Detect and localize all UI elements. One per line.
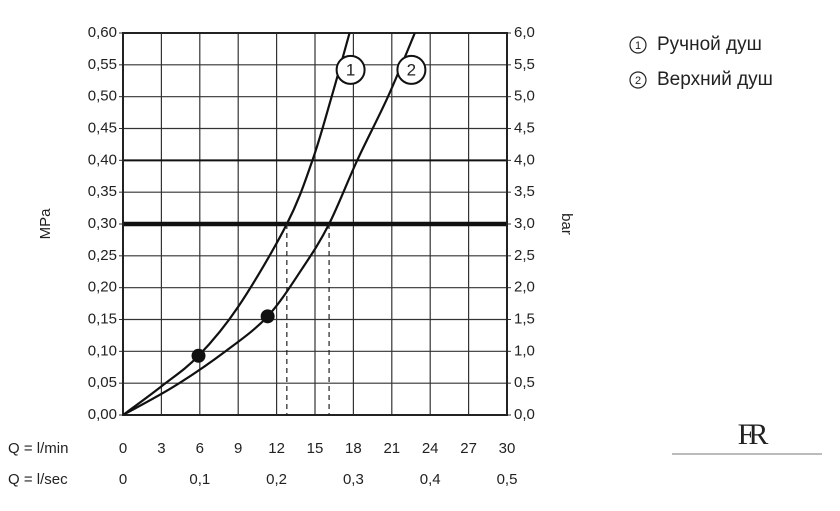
- plot-frame: [122, 32, 508, 416]
- x2-tick-label: 0,5: [497, 471, 518, 488]
- y-tick-label: 0,40: [88, 151, 117, 168]
- y-tick-label: 0,20: [88, 279, 117, 296]
- curve-label: 2: [407, 60, 416, 79]
- marker: [191, 348, 206, 363]
- y2-tick-label: 1,0: [514, 342, 535, 359]
- legend-symbol: [629, 36, 647, 54]
- y-tick-label: 0,35: [88, 183, 117, 200]
- y2-tick-label: 5,5: [514, 56, 535, 73]
- y2-tick-label: 3,5: [514, 183, 535, 200]
- legend-symbol: [629, 71, 647, 89]
- x2-tick-label: 0,2: [266, 471, 287, 488]
- legend-label: Ручной душ: [657, 34, 762, 55]
- y2-tick-label: 0,5: [514, 374, 535, 391]
- x-tick-label: 24: [422, 440, 439, 457]
- curve-label-circle: [396, 54, 427, 85]
- curve-label: 1: [346, 60, 355, 79]
- x2-tick-label: 0,1: [189, 471, 210, 488]
- x-tick-label: 3: [157, 440, 165, 457]
- x-axis-title: Q = l/min: [8, 440, 68, 457]
- y2-tick-label: 5,0: [514, 88, 535, 105]
- y2-tick-label: 1,5: [514, 310, 535, 327]
- x-tick-label: 12: [268, 440, 285, 457]
- y-tick-label: 0,15: [88, 310, 117, 327]
- y-axis-title: MPa: [37, 208, 54, 240]
- curve-label-circle: [335, 54, 366, 85]
- y2-tick-label: 2,5: [514, 247, 535, 264]
- x2-tick-label: 0: [119, 471, 127, 488]
- x2-axis-title: Q = l/sec: [8, 471, 68, 488]
- x-tick-label: 30: [499, 440, 516, 457]
- x-tick-label: 27: [460, 440, 477, 457]
- legend-label: Верхний душ: [657, 69, 773, 90]
- logo: FR: [738, 418, 769, 451]
- y-tick-label: 0,60: [88, 24, 117, 41]
- y2-tick-label: 3,0: [514, 215, 535, 232]
- x-tick-label: 21: [383, 440, 400, 457]
- y2-tick-label: 6,0: [514, 24, 535, 41]
- marker: [260, 309, 275, 324]
- legend-symbol-text: 2: [635, 75, 641, 87]
- y-tick-label: 0,05: [88, 374, 117, 391]
- legend-symbol-text: 1: [635, 40, 641, 52]
- x-tick-label: 9: [234, 440, 242, 457]
- y-tick-label: 0,10: [88, 342, 117, 359]
- x-tick-label: 15: [307, 440, 324, 457]
- y-tick-label: 0,00: [88, 406, 117, 423]
- x-tick-label: 6: [196, 440, 204, 457]
- x-tick-label: 0: [119, 440, 127, 457]
- y2-tick-label: 0,0: [514, 406, 535, 423]
- curve: [123, 33, 351, 415]
- x2-tick-label: 0,3: [343, 471, 364, 488]
- x2-tick-label: 0,4: [420, 471, 441, 488]
- x-tick-label: 18: [345, 440, 362, 457]
- y-tick-label: 0,25: [88, 247, 117, 264]
- y2-axis-title: bar: [558, 213, 575, 235]
- y-tick-label: 0,30: [88, 215, 117, 232]
- y2-tick-label: 4,5: [514, 119, 535, 136]
- curve: [123, 33, 416, 415]
- y-tick-label: 0,45: [88, 119, 117, 136]
- y-tick-label: 0,55: [88, 56, 117, 73]
- y2-tick-label: 2,0: [514, 279, 535, 296]
- y2-tick-label: 4,0: [514, 151, 535, 168]
- y-tick-label: 0,50: [88, 88, 117, 105]
